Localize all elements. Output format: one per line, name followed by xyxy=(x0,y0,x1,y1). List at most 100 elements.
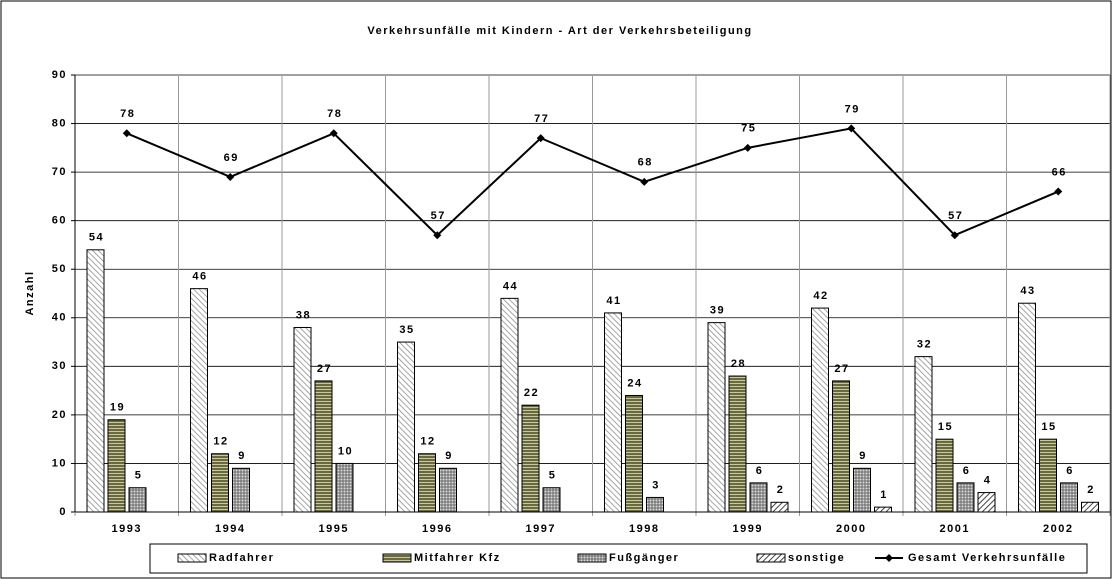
data-label: 15 xyxy=(1041,421,1056,433)
line-marker xyxy=(433,231,442,240)
y-tick-label: 10 xyxy=(52,457,67,469)
line-marker xyxy=(743,143,752,152)
data-label: 12 xyxy=(213,436,228,448)
bar xyxy=(914,356,933,513)
data-label: 68 xyxy=(638,157,653,169)
y-tick-label: 60 xyxy=(52,215,67,227)
data-label: 6 xyxy=(963,465,971,477)
legend-label: Radfahrer xyxy=(209,552,274,564)
data-label: 15 xyxy=(938,421,953,433)
y-tick-label: 30 xyxy=(52,360,67,372)
data-label: 66 xyxy=(1052,166,1067,178)
line-marker xyxy=(847,124,856,133)
data-label: 12 xyxy=(420,436,435,448)
data-label: 10 xyxy=(338,445,353,457)
data-label: 19 xyxy=(110,402,125,414)
line-marker xyxy=(1054,187,1063,196)
data-label: 54 xyxy=(89,232,104,244)
bar xyxy=(335,462,354,513)
data-label: 57 xyxy=(948,210,963,222)
data-label: 69 xyxy=(224,152,239,164)
data-label: 3 xyxy=(652,479,660,491)
bar xyxy=(293,326,312,513)
data-label: 22 xyxy=(524,387,539,399)
bar xyxy=(211,453,229,513)
bar xyxy=(1039,438,1057,513)
bar xyxy=(1081,501,1099,513)
legend-box xyxy=(149,543,1088,574)
bar xyxy=(232,467,250,513)
legend-label: Fußgänger xyxy=(609,552,679,564)
data-label: 9 xyxy=(859,450,867,462)
bar xyxy=(728,375,747,513)
chart-title: Verkehrsunfälle mit Kindern - Art der Ve… xyxy=(367,25,752,37)
data-label: 78 xyxy=(120,108,135,120)
legend-label: Mitfahrer Kfz xyxy=(414,552,501,564)
bar xyxy=(190,288,208,513)
y-tick-label: 0 xyxy=(59,506,67,518)
bar xyxy=(418,453,436,513)
data-label: 1 xyxy=(880,489,888,501)
y-tick-label: 80 xyxy=(52,117,67,129)
legend-swatch xyxy=(885,554,893,562)
line-marker xyxy=(226,172,235,181)
data-label: 9 xyxy=(445,450,453,462)
bar xyxy=(832,380,850,513)
bar xyxy=(314,380,333,513)
bar xyxy=(439,467,457,513)
bar xyxy=(86,249,105,513)
data-label: 57 xyxy=(431,210,446,222)
data-label: 6 xyxy=(1066,465,1074,477)
data-label: 75 xyxy=(741,123,756,135)
bar xyxy=(397,341,415,513)
data-label: 78 xyxy=(327,108,342,120)
bar xyxy=(521,404,540,513)
bar xyxy=(1060,482,1078,513)
data-label: 42 xyxy=(813,290,828,302)
data-label: 24 xyxy=(627,377,642,389)
data-label: 41 xyxy=(606,295,621,307)
bar xyxy=(956,482,975,513)
data-label: 4 xyxy=(984,474,992,486)
data-label: 2 xyxy=(777,484,785,496)
x-tick-label: 1993 xyxy=(112,523,142,535)
line xyxy=(126,127,1059,237)
line-marker xyxy=(122,129,131,138)
bar xyxy=(853,467,871,513)
y-tick-label: 70 xyxy=(52,166,67,178)
bar xyxy=(935,438,954,513)
bar xyxy=(542,487,561,513)
bar xyxy=(604,312,622,513)
y-tick-label: 40 xyxy=(52,312,67,324)
x-tick-label: 2000 xyxy=(836,523,866,535)
y-axis-label: Anzahl xyxy=(24,270,36,315)
line-marker xyxy=(329,129,338,138)
bar xyxy=(625,394,643,513)
data-label: 79 xyxy=(845,103,860,115)
data-label: 2 xyxy=(1087,484,1095,496)
data-label: 38 xyxy=(296,309,311,321)
y-tick-label: 90 xyxy=(52,69,67,81)
y-tick-label: 20 xyxy=(52,409,67,421)
data-label: 6 xyxy=(756,465,764,477)
bar xyxy=(770,501,789,513)
data-label: 28 xyxy=(731,358,746,370)
x-tick-label: 1995 xyxy=(319,523,349,535)
bar xyxy=(811,307,829,513)
bar xyxy=(500,297,519,513)
legend-label: sonstige xyxy=(788,552,845,564)
bar xyxy=(874,506,892,513)
data-label: 27 xyxy=(317,363,332,375)
legend-swatch xyxy=(577,553,607,563)
legend-swatch xyxy=(382,553,412,563)
data-label: 44 xyxy=(503,280,518,292)
line-marker xyxy=(950,231,959,240)
x-tick-label: 2001 xyxy=(940,523,970,535)
data-label: 5 xyxy=(135,470,143,482)
bar xyxy=(977,492,996,513)
x-tick-label: 2002 xyxy=(1043,523,1073,535)
bar xyxy=(1018,302,1036,513)
data-label: 39 xyxy=(710,305,725,317)
data-label: 32 xyxy=(917,339,932,351)
